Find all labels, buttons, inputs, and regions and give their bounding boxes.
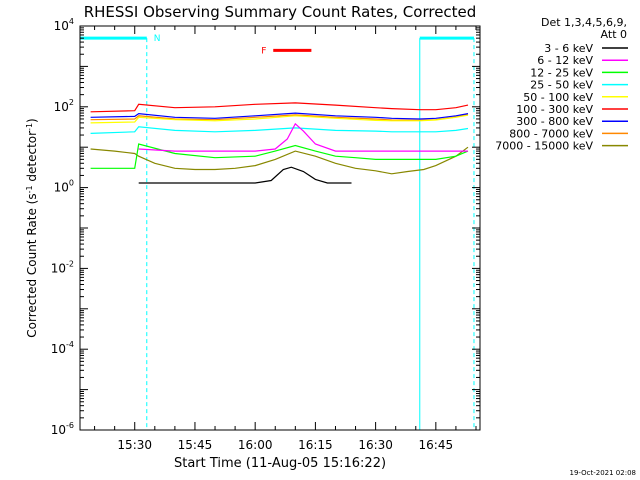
y-tick-base: 10 — [54, 19, 69, 33]
chart-title: RHESSI Observing Summary Count Rates, Co… — [84, 3, 477, 21]
y-tick-exponent: 2 — [69, 98, 74, 107]
series-layer — [90, 102, 469, 184]
legend-header-line-1: Det 1,3,4,5,6,9, — [541, 16, 627, 29]
legend-label: 50 - 100 keV — [523, 91, 593, 104]
x-tick-label: 15:45 — [178, 438, 213, 452]
legend-header-line-2: Att 0 — [601, 28, 627, 41]
x-axis: 15:30 15:45 16:00 16:15 16:30 16:45 — [94, 26, 477, 452]
legend-label: 100 - 300 keV — [516, 103, 593, 116]
series-line — [90, 112, 469, 120]
y-tick-exponent: 0 — [69, 179, 74, 188]
x-tick-label: 15:30 — [117, 438, 152, 452]
y-tick-base: 10 — [54, 181, 69, 195]
y-tick-base: 10 — [54, 100, 69, 114]
y-axis-label: Corrected Count Rate (s-1 detector-1) — [25, 118, 40, 337]
y-tick-label: 102 — [54, 98, 74, 114]
legend-label: 25 - 50 keV — [530, 79, 593, 92]
legend-label: 300 - 800 keV — [516, 115, 593, 128]
legend-label: 800 - 7000 keV — [509, 127, 593, 140]
night-bar-label: N — [154, 34, 161, 44]
y-tick-exponent: 4 — [69, 17, 74, 26]
y-label-part-2: detector — [25, 131, 39, 186]
svg-text:Corrected Count Rate (s-1 dete: Corrected Count Rate (s-1 detector-1) — [25, 118, 40, 337]
series-line — [90, 146, 469, 175]
series-line — [90, 102, 469, 113]
x-axis-label: Start Time (11-Aug-05 15:16:22) — [174, 456, 386, 471]
series-line — [138, 122, 468, 152]
y-label-part-1: Corrected Count Rate (s — [25, 193, 39, 337]
y-label-exp-2: -1 — [25, 123, 34, 131]
legend-label: 12 - 25 keV — [530, 66, 593, 79]
y-tick-label: 10-6 — [51, 421, 74, 437]
y-tick-exponent: -6 — [66, 421, 74, 430]
series-line — [138, 166, 352, 184]
series-line — [90, 114, 469, 124]
y-tick-label: 10-2 — [51, 259, 74, 275]
y-label-exp-1: -1 — [25, 185, 34, 193]
y-tick-exponent: -4 — [66, 340, 74, 349]
legend-label: 7000 - 15000 keV — [495, 140, 593, 153]
generation-timestamp: 19-Oct-2021 02:08 — [570, 469, 636, 477]
flare-bar-label: F — [261, 46, 266, 56]
x-tick-label: 16:45 — [419, 438, 454, 452]
x-tick-label: 16:00 — [238, 438, 273, 452]
y-tick-base: 10 — [51, 261, 66, 275]
legend-label: 3 - 6 keV — [544, 42, 593, 55]
y-tick-label: 104 — [54, 17, 74, 33]
x-tick-label: 16:30 — [358, 438, 393, 452]
y-tick-label: 10-4 — [51, 340, 74, 356]
y-tick-base: 10 — [51, 342, 66, 356]
x-tick-label: 16:15 — [298, 438, 333, 452]
y-tick-label: 100 — [54, 179, 74, 195]
status-bars: NF — [79, 34, 475, 430]
y-tick-base: 10 — [51, 423, 66, 437]
y-tick-exponent: -2 — [66, 259, 74, 268]
legend-label: 6 - 12 keV — [537, 54, 593, 67]
series-line — [90, 126, 469, 134]
y-label-part-3: ) — [25, 118, 39, 123]
